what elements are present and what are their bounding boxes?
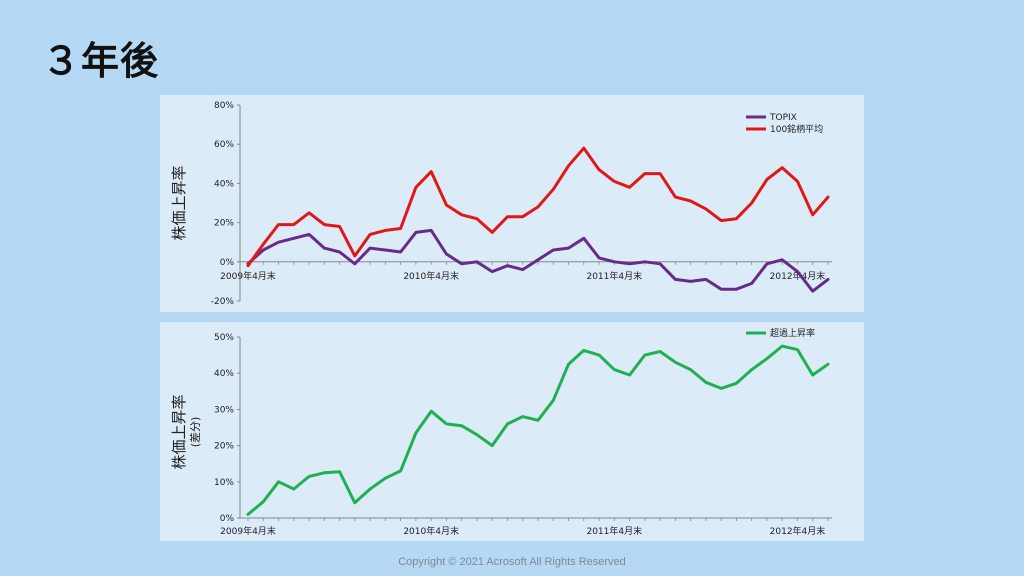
copyright-text: Copyright © 2021 Acrosoft All Rights Res… bbox=[398, 556, 626, 568]
line-chart-bottom: 0% 10% 20% 30% 40% 50% 2009年4月末 2010年4月末 2011年4月… bbox=[170, 327, 832, 537]
x-tick-label: 2009年4月末 bbox=[220, 270, 276, 282]
line-chart-top: -20% 0% 20% 40% 60% 80% 2009年4月末 2010年4月末 2011年4… bbox=[170, 101, 832, 307]
x-tick-label: 2010年4月末 bbox=[403, 525, 459, 537]
series-line-0 bbox=[246, 228, 830, 293]
y-tick-label: 20% bbox=[214, 219, 234, 229]
x-tick-label: 2011年4月末 bbox=[586, 525, 642, 537]
y-tick-label: 0% bbox=[220, 514, 235, 524]
y-axis-subtitle: (差分) bbox=[188, 417, 202, 448]
x-tick-label: 2010年4月末 bbox=[403, 270, 459, 282]
y-tick-label: 50% bbox=[214, 333, 234, 343]
x-tick-label: 2012年4月末 bbox=[770, 525, 826, 537]
chart-panel-top: -20% 0% 20% 40% 60% 80% 2009年4月末 2010年4月末 2011年4… bbox=[160, 95, 864, 312]
y-tick-label: 0% bbox=[220, 258, 235, 268]
series-line-0 bbox=[246, 344, 830, 516]
y-axis-title: 株価上昇率 bbox=[170, 165, 188, 240]
x-tick-label: 2009年4月末 bbox=[220, 525, 276, 537]
legend-label: 100銘柄平均 bbox=[770, 123, 823, 135]
x-tick-label: 2011年4月末 bbox=[586, 270, 642, 282]
y-tick-label: 10% bbox=[214, 478, 234, 488]
y-tick-label: 20% bbox=[214, 442, 234, 452]
y-tick-label: 60% bbox=[214, 140, 234, 150]
y-axis-title: 株価上昇率 bbox=[170, 394, 188, 469]
legend-label: TOPIX bbox=[769, 113, 797, 123]
chart-panel-bottom: 0% 10% 20% 30% 40% 50% 2009年4月末 2010年4月末 2011年4月… bbox=[160, 322, 864, 541]
slide-title: ３年後 bbox=[42, 39, 160, 83]
y-tick-label: -20% bbox=[211, 297, 235, 307]
y-tick-label: 80% bbox=[214, 101, 234, 111]
y-tick-label: 30% bbox=[214, 405, 234, 415]
y-tick-label: 40% bbox=[214, 369, 234, 379]
series-line-1 bbox=[246, 146, 830, 268]
y-tick-label: 40% bbox=[214, 179, 234, 189]
legend-label: 超過上昇率 bbox=[770, 327, 815, 339]
x-tick-label: 2012年4月末 bbox=[770, 270, 826, 282]
